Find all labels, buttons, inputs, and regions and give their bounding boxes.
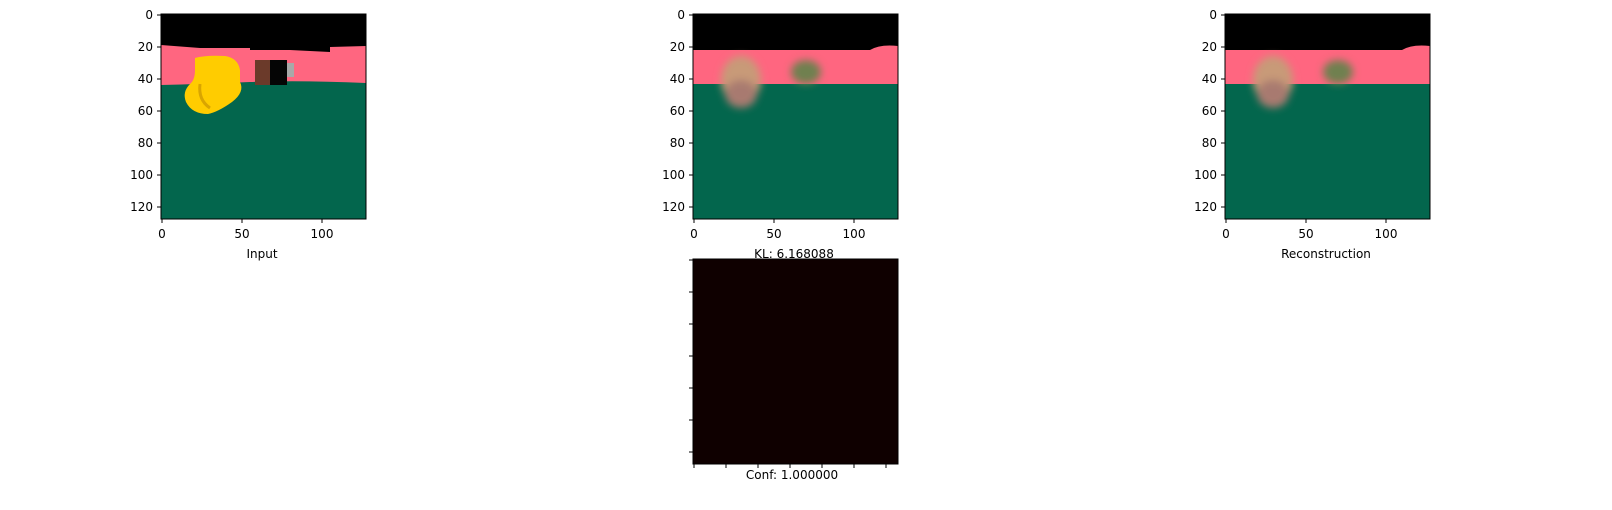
confidence-caption: Conf: 1.000000	[746, 468, 838, 482]
y-tick-label: 20	[138, 40, 153, 54]
y-tick-label: 40	[1202, 72, 1217, 86]
y-tick-label: 100	[1194, 168, 1217, 182]
x-tick-label: 50	[766, 227, 781, 241]
kl-x-axis: 0 50 100	[690, 219, 865, 241]
kl-caption: KL: 6.168088	[754, 247, 834, 261]
reconstruction-x-axis: 0 50 100	[1222, 219, 1397, 241]
reconstruction-panel: 0 20 40 60 80 100 120 0 50 100 Reconstru…	[1194, 8, 1431, 261]
confidence-panel: Conf: 1.000000	[689, 258, 899, 482]
y-tick-label: 20	[670, 40, 685, 54]
input-x-axis: 0 50 100	[158, 219, 333, 241]
y-tick-label: 40	[670, 72, 685, 86]
reconstruction-y-axis: 0 20 40 60 80 100 120	[1194, 8, 1225, 214]
y-tick-label: 0	[677, 8, 685, 22]
yellow-duck-object	[184, 55, 242, 114]
confidence-y-ticks	[689, 259, 693, 453]
input-image	[161, 14, 366, 219]
y-tick-label: 120	[130, 200, 153, 214]
y-tick-label: 80	[138, 136, 153, 150]
x-tick-label: 100	[1375, 227, 1398, 241]
confidence-x-ticks	[693, 464, 887, 468]
x-tick-label: 50	[234, 227, 249, 241]
input-caption: Input	[246, 247, 277, 261]
reconstruction-caption: Reconstruction	[1281, 247, 1371, 261]
kl-image	[693, 14, 898, 219]
y-tick-label: 120	[662, 200, 685, 214]
input-panel: 0 20 40 60 80 100 120 0 50 100 Input	[130, 8, 367, 261]
x-tick-label: 50	[1298, 227, 1313, 241]
kl-y-axis: 0 20 40 60 80 100 120	[662, 8, 693, 214]
x-tick-label: 100	[311, 227, 334, 241]
x-tick-label: 100	[843, 227, 866, 241]
y-tick-label: 80	[670, 136, 685, 150]
y-tick-label: 0	[1209, 8, 1217, 22]
y-tick-label: 60	[1202, 104, 1217, 118]
y-tick-label: 40	[138, 72, 153, 86]
y-tick-label: 60	[138, 104, 153, 118]
y-tick-label: 0	[145, 8, 153, 22]
y-tick-label: 20	[1202, 40, 1217, 54]
x-tick-label: 0	[690, 227, 698, 241]
x-tick-label: 0	[158, 227, 166, 241]
kl-panel: 0 20 40 60 80 100 120 0 50 100	[662, 8, 899, 241]
y-tick-label: 120	[1194, 200, 1217, 214]
y-tick-label: 100	[662, 168, 685, 182]
y-tick-label: 80	[1202, 136, 1217, 150]
y-tick-label: 100	[130, 168, 153, 182]
y-tick-label: 60	[670, 104, 685, 118]
x-tick-label: 0	[1222, 227, 1230, 241]
reconstruction-image	[1225, 14, 1430, 219]
confidence-map	[693, 259, 898, 464]
box-object	[255, 60, 294, 85]
input-y-axis: 0 20 40 60 80 100 120	[130, 8, 161, 214]
